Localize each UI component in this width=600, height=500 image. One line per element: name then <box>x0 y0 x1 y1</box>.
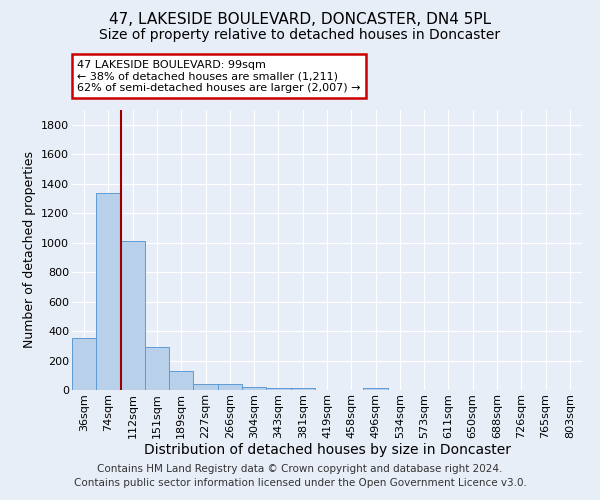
Bar <box>193 384 218 390</box>
Text: Size of property relative to detached houses in Doncaster: Size of property relative to detached ho… <box>100 28 500 42</box>
Text: 47, LAKESIDE BOULEVARD, DONCASTER, DN4 5PL: 47, LAKESIDE BOULEVARD, DONCASTER, DN4 5… <box>109 12 491 28</box>
Text: 47 LAKESIDE BOULEVARD: 99sqm
← 38% of detached houses are smaller (1,211)
62% of: 47 LAKESIDE BOULEVARD: 99sqm ← 38% of de… <box>77 60 361 93</box>
Y-axis label: Number of detached properties: Number of detached properties <box>23 152 35 348</box>
Bar <box>290 388 315 390</box>
Bar <box>364 388 388 390</box>
Bar <box>72 338 96 390</box>
Bar <box>169 371 193 390</box>
Bar <box>242 387 266 390</box>
Bar <box>266 388 290 390</box>
Bar <box>96 192 121 390</box>
Bar <box>218 384 242 390</box>
Text: Contains HM Land Registry data © Crown copyright and database right 2024.
Contai: Contains HM Land Registry data © Crown c… <box>74 464 526 487</box>
Bar <box>121 241 145 390</box>
X-axis label: Distribution of detached houses by size in Doncaster: Distribution of detached houses by size … <box>143 444 511 458</box>
Bar <box>145 348 169 390</box>
